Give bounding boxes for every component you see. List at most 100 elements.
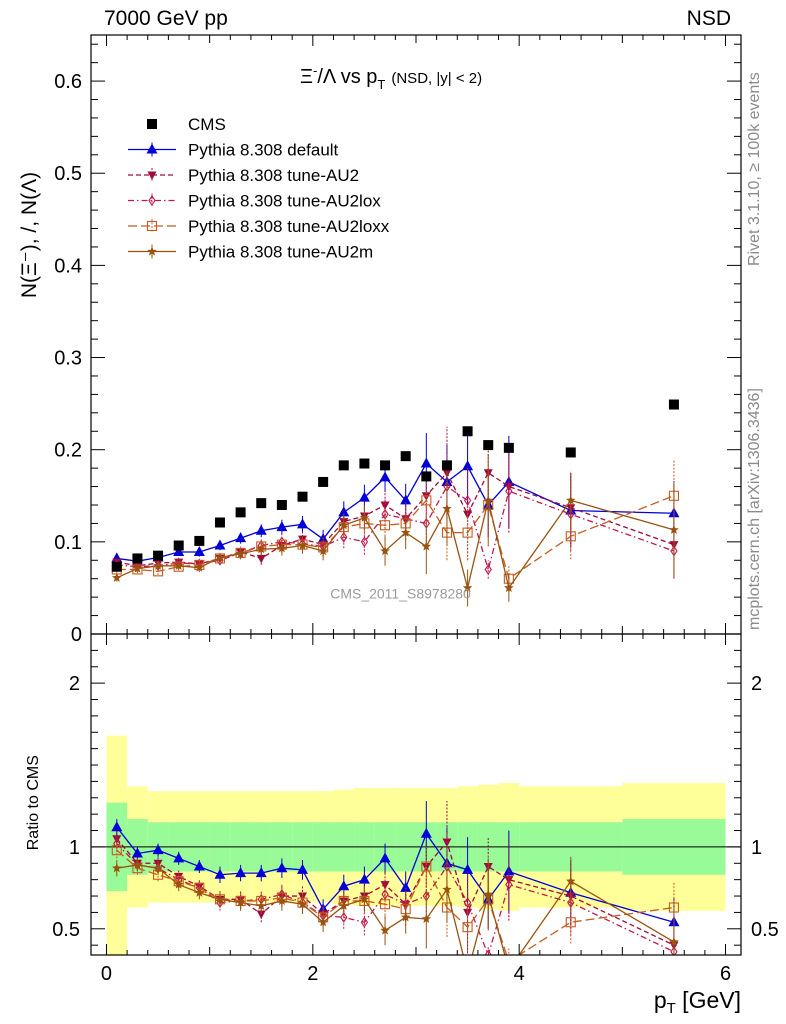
x-tick-label: 4	[514, 963, 525, 985]
data-point	[193, 860, 205, 871]
data-point	[358, 491, 370, 502]
data-point	[194, 535, 205, 546]
data-point	[442, 503, 452, 513]
legend-marker	[147, 119, 157, 129]
header-left-label: 7000 GeV pp	[104, 7, 228, 30]
y-tick-label: 0.5	[52, 919, 80, 941]
data-point	[338, 880, 350, 891]
data-point	[380, 460, 391, 471]
data-point	[235, 897, 246, 907]
y-tick-label: 0.4	[54, 255, 82, 277]
x-axis-label: pT [GeV]	[654, 987, 741, 1017]
data-point	[669, 936, 679, 946]
data-point	[565, 531, 576, 542]
data-point	[379, 852, 391, 863]
data-point	[276, 862, 288, 873]
data-point	[153, 560, 163, 570]
data-point	[379, 520, 391, 531]
data-point	[421, 541, 432, 551]
data-point	[173, 545, 185, 556]
data-point	[297, 491, 308, 502]
data-point	[338, 460, 349, 471]
legend-label: Pythia 8.308 tune-AU2loxx	[188, 217, 390, 236]
data-point	[358, 873, 370, 884]
data-point	[276, 499, 287, 510]
data-point	[256, 900, 266, 910]
legend-marker	[147, 171, 157, 180]
data-point	[441, 460, 452, 471]
data-point	[173, 879, 184, 889]
data-point	[111, 821, 123, 832]
data-point	[421, 471, 432, 482]
data-point	[565, 447, 576, 458]
data-point	[132, 859, 143, 869]
legend-item: Pythia 8.308 tune-AU2loxx	[128, 217, 390, 236]
data-point	[132, 563, 143, 573]
data-point	[462, 527, 473, 538]
data-point	[360, 916, 369, 928]
data-point	[565, 917, 576, 928]
series-line	[116, 826, 675, 923]
data-point	[112, 572, 122, 582]
series-line	[116, 499, 675, 590]
data-point	[462, 582, 473, 592]
series-line	[116, 864, 675, 955]
data-point	[380, 501, 390, 510]
y-tick-label-right: 2	[751, 673, 762, 695]
legend-label: CMS	[188, 115, 226, 134]
y-tick-label: 0.6	[54, 71, 82, 93]
ratio-plot-area	[111, 801, 680, 977]
legend-item: Pythia 8.308 default	[128, 141, 339, 160]
data-point	[340, 911, 348, 923]
x-tick-label: 2	[307, 963, 318, 985]
data-point	[194, 562, 205, 572]
legend-label: Pythia 8.308 default	[188, 141, 339, 160]
data-point	[421, 861, 432, 872]
series-line	[116, 849, 675, 955]
ratio-axis-label: Ratio to CMS	[25, 755, 42, 850]
data-point	[420, 457, 432, 468]
data-point	[132, 553, 143, 564]
data-point	[400, 881, 412, 892]
data-point	[214, 517, 225, 528]
data-point	[380, 546, 390, 556]
data-point	[483, 495, 493, 505]
legend-item: Pythia 8.308 tune-AU2m	[128, 243, 373, 262]
data-point	[339, 900, 349, 910]
x-tick-label: 0	[101, 963, 112, 985]
legend-marker	[146, 220, 158, 232]
y-tick-label: 0.2	[54, 440, 82, 462]
data-point	[256, 498, 267, 509]
legend-label: Pythia 8.308 tune-AU2lox	[188, 192, 381, 211]
data-point	[463, 968, 473, 977]
y-tick-label: 1	[69, 837, 80, 859]
data-point	[113, 838, 121, 850]
data-point	[668, 399, 679, 410]
data-point	[359, 458, 370, 469]
data-point	[400, 527, 411, 537]
y-tick-label-right: 0.5	[751, 919, 779, 941]
series-cms	[111, 399, 679, 572]
data-point	[153, 863, 163, 873]
data-point	[505, 879, 513, 891]
header-right-label: NSD	[686, 7, 731, 30]
legend-item: Pythia 8.308 tune-AU2	[128, 166, 359, 185]
data-point	[256, 554, 266, 564]
y-tick-label-right: 1	[751, 837, 762, 859]
data-point	[297, 899, 308, 909]
data-point	[255, 867, 267, 878]
data-point	[483, 440, 494, 451]
legend-label: Pythia 8.308 tune-AU2m	[188, 243, 373, 262]
data-point	[504, 582, 514, 592]
data-point	[566, 876, 576, 886]
data-point	[421, 913, 432, 924]
data-point	[379, 471, 391, 482]
data-point	[462, 426, 473, 437]
axis-ticks	[91, 35, 741, 955]
legend-marker	[148, 195, 156, 206]
series-line	[116, 462, 674, 562]
data-point	[318, 917, 328, 927]
data-point	[483, 889, 493, 899]
data-point	[297, 540, 308, 550]
data-point	[276, 521, 288, 532]
